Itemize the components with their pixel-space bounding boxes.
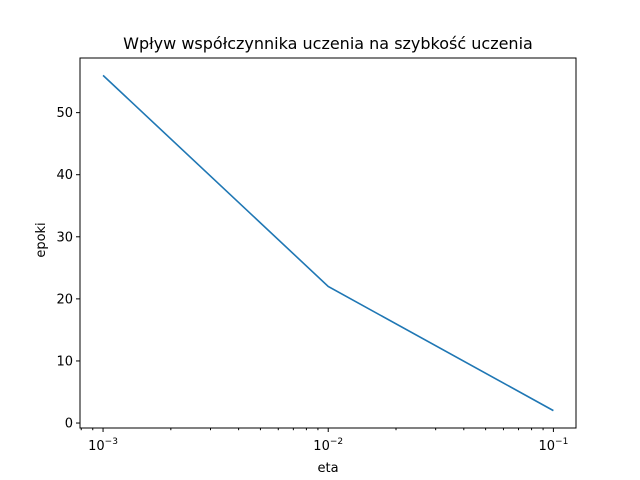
- y-tick-label: 10: [56, 354, 73, 369]
- x-tick-label: 10−3: [88, 437, 118, 454]
- y-tick-label: 40: [56, 168, 73, 183]
- chart-title: Wpływ współczynnika uczenia na szybkość …: [123, 34, 533, 53]
- y-tick-label: 20: [56, 292, 73, 307]
- x-tick-label: 10−2: [313, 437, 343, 454]
- y-axis-label: epoki: [34, 222, 49, 257]
- x-tick-label: 10−1: [538, 437, 568, 454]
- y-tick-label: 0: [65, 417, 73, 432]
- y-tick-label: 30: [56, 230, 73, 245]
- plot-frame: [79, 57, 577, 429]
- series-line-0: [102, 74, 554, 412]
- y-tick-label: 50: [56, 106, 73, 121]
- plot-area: 0 10 20 30 40 50 10−3 10−2 10−1: [56, 57, 577, 454]
- x-axis-label: eta: [317, 461, 338, 476]
